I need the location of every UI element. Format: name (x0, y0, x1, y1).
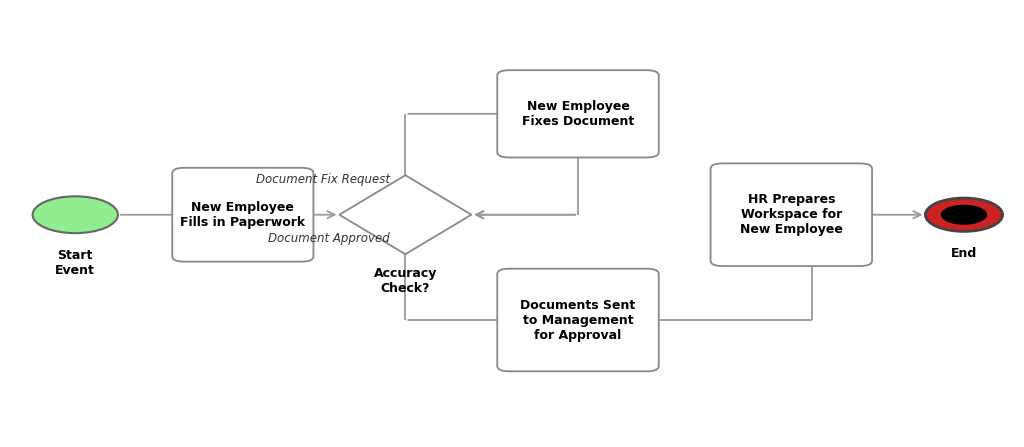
Text: Documents Sent
to Management
for Approval: Documents Sent to Management for Approva… (520, 299, 636, 342)
Text: Document Fix Request: Document Fix Request (256, 173, 390, 186)
Circle shape (941, 205, 987, 225)
FancyBboxPatch shape (498, 70, 658, 157)
FancyBboxPatch shape (711, 164, 872, 266)
Circle shape (926, 198, 1002, 232)
FancyBboxPatch shape (172, 168, 313, 261)
Text: New Employee
Fills in Paperwork: New Employee Fills in Paperwork (180, 201, 305, 229)
Polygon shape (339, 175, 471, 254)
Text: End: End (951, 247, 977, 260)
Text: Accuracy
Check?: Accuracy Check? (374, 267, 437, 295)
FancyBboxPatch shape (498, 269, 658, 371)
Text: New Employee
Fixes Document: New Employee Fixes Document (522, 100, 634, 128)
Text: Start
Event: Start Event (55, 249, 95, 277)
Circle shape (33, 196, 118, 233)
Text: HR Prepares
Workspace for
New Employee: HR Prepares Workspace for New Employee (740, 193, 843, 236)
Text: Document Approved: Document Approved (268, 232, 390, 245)
